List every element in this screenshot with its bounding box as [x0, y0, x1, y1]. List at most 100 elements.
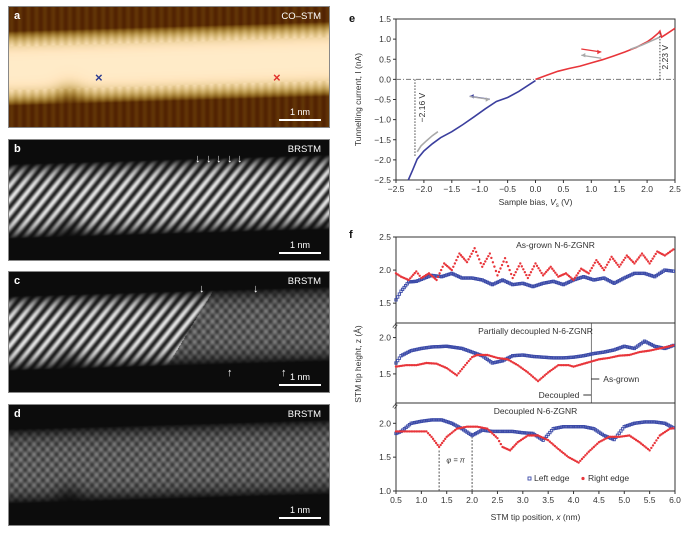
right-edge-point: [519, 438, 523, 442]
left-edge-point: [582, 275, 586, 279]
y-axis-label-e: Tunnelling current, I (nA): [353, 53, 363, 146]
y-tick-label: −2.5: [374, 175, 391, 185]
right-edge-point: [439, 268, 443, 272]
right-edge-point: [595, 258, 598, 262]
right-edge-point: [587, 272, 590, 275]
left-edge-point: [495, 360, 500, 364]
subplot-0: 1.5 2.0 2.5 As-grown N-6-ZGNR: [379, 232, 675, 308]
left-edge-point: [661, 421, 665, 425]
left-edge-point: [651, 420, 655, 424]
left-edge-point: [524, 353, 528, 358]
brstm-image-b: [9, 140, 329, 260]
left-edge-point: [396, 295, 400, 299]
left-edge-point: [563, 425, 567, 429]
right-edge-point: [598, 262, 601, 266]
left-edge-point: [582, 425, 586, 429]
x-tick-label: 0.5: [557, 184, 569, 194]
right-edge-point: [529, 270, 533, 274]
left-edge-point: [653, 420, 657, 424]
left-edge-point: [551, 356, 555, 360]
left-edge-point: [529, 284, 533, 288]
down-arrow-icon: ↓: [199, 283, 205, 295]
left-edge-point: [460, 276, 464, 280]
left-edge-point: [465, 348, 469, 352]
iv-curve-negative-sweep-return-: [416, 131, 439, 153]
left-edge-point: [414, 420, 418, 424]
scale-label-a: 1 nm: [289, 107, 310, 117]
right-edge-point: [413, 363, 416, 367]
left-edge-point: [627, 423, 631, 427]
left-edge-point: [428, 418, 432, 422]
right-edge-point: [526, 371, 530, 374]
left-edge-point: [494, 429, 498, 434]
right-edge-point: [441, 265, 444, 268]
right-edge-point: [638, 441, 641, 444]
left-edge-point: [607, 349, 611, 353]
left-edge-point: [440, 275, 444, 279]
y-tick-label: −2.0: [374, 155, 391, 165]
right-edge-point: [573, 276, 577, 279]
right-edge-point: [475, 353, 479, 357]
right-edge-point: [467, 258, 470, 261]
right-edge-point: [398, 430, 401, 433]
left-edge-point: [585, 353, 589, 357]
right-edge-point: [634, 260, 638, 263]
right-edge-point: [602, 268, 606, 272]
right-edge-point: [608, 258, 612, 261]
right-edge-point: [541, 375, 545, 379]
left-edge-point: [571, 425, 576, 429]
right-edge-point: [411, 430, 415, 433]
y-axis-label-f: STM tip height, z (Å): [353, 325, 363, 403]
left-edge-point: [519, 353, 523, 357]
y-tick-label: −1.0: [374, 115, 391, 125]
right-edge-point: [546, 269, 549, 272]
left-edge-point: [534, 283, 538, 288]
left-edge-point: [445, 419, 449, 424]
right-edge-point: [416, 430, 420, 433]
left-edge-point: [587, 352, 591, 357]
right-edge-point: [499, 267, 502, 270]
left-edge-point: [526, 354, 530, 358]
right-edge-point: [407, 278, 410, 282]
left-edge-point: [576, 276, 581, 280]
right-edge-point: [577, 461, 580, 464]
x-tick-label: −2.0: [416, 184, 433, 194]
right-edge-point: [560, 450, 563, 453]
left-edge-point: [571, 355, 576, 359]
chart-f: f 1.5 2.0 2.5 As-grown N-6-ZGNR ≈1.5 2.0 Partia…: [349, 229, 681, 522]
y-tick-label: 1.5: [379, 452, 391, 462]
right-edge-point: [511, 445, 515, 449]
right-edge-point: [642, 254, 645, 257]
left-edge-point: [429, 418, 434, 422]
right-edge-point: [611, 435, 614, 439]
right-edge-point: [464, 259, 467, 262]
right-edge-point: [576, 272, 580, 275]
right-edge-point: [523, 270, 527, 274]
right-edge-point: [587, 450, 590, 453]
left-edge-point: [578, 425, 582, 429]
right-edge-point: [502, 260, 505, 263]
left-edge-point: [576, 425, 581, 429]
x-tick-label: 0.0: [530, 184, 542, 194]
left-edge-point: [461, 347, 466, 351]
left-edge-point: [546, 280, 550, 284]
right-edge-point: [530, 374, 533, 377]
left-edge-point: [470, 350, 474, 354]
left-edge-point: [424, 346, 429, 350]
left-edge-point: [423, 419, 427, 423]
right-edge-point: [645, 446, 648, 449]
right-edge-point: [553, 366, 557, 369]
left-edge-point: [414, 279, 418, 283]
right-edge-point: [665, 429, 668, 433]
left-edge-point: [637, 271, 642, 276]
right-edge-point: [394, 272, 398, 275]
right-edge-point: [418, 274, 421, 278]
right-edge-point: [526, 276, 530, 280]
right-edge-point: [629, 435, 633, 438]
left-edge-point: [445, 273, 449, 277]
left-edge-point: [546, 432, 550, 437]
left-edge-point: [578, 354, 582, 358]
right-edge-point: [455, 258, 458, 262]
left-edge-point: [558, 425, 562, 430]
x-tick-label: 2.0: [466, 495, 478, 505]
